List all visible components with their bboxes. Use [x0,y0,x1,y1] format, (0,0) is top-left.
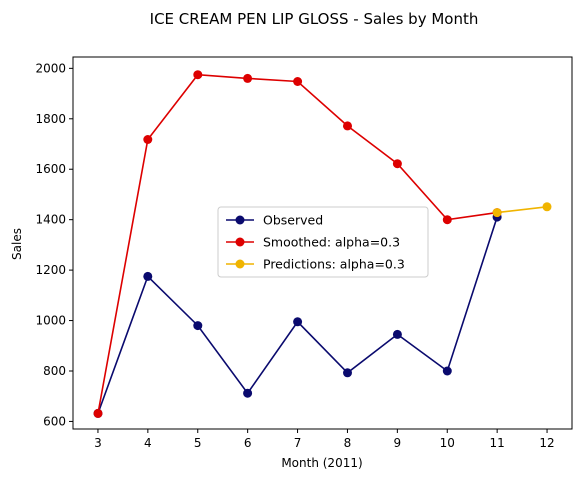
series-line-2 [497,206,548,214]
data-point [143,271,153,281]
x-tick-label: 11 [490,436,505,450]
legend-box [217,206,429,278]
x-axis-label: Month (2011) [281,456,362,470]
x-tick-label: 6 [244,436,252,450]
y-tick-label: 1800 [35,112,66,126]
x-tick-label: 4 [144,436,152,450]
data-point [392,159,402,169]
y-tick-label: 1200 [35,263,66,277]
y-tick-label: 2000 [35,61,66,75]
data-point [243,73,253,83]
data-point [193,70,203,80]
legend-marker [235,237,245,247]
y-tick-label: 800 [43,364,66,378]
legend-marker [235,215,245,225]
x-tick-label: 5 [194,436,202,450]
plot-area [93,70,552,418]
axes: 3 4 5 6 7 8 9 10 11 12 600 800 1000 1200 1400 1600 1800 2… [35,56,573,450]
data-point [343,368,352,378]
data-point [442,366,452,376]
x-tick-label: 3 [94,436,102,450]
data-point [143,135,153,144]
legend-marker [235,259,245,269]
legend: Observed Smoothed: alpha=0.3 Predictions: … [217,206,429,278]
data-point [442,215,452,225]
y-tick-label: 1000 [35,314,66,328]
x-tick-label: 9 [394,436,402,450]
data-point [193,321,203,331]
data-point [93,408,103,418]
legend-entry: Predictions: alpha=0.3 [263,257,405,272]
chart-title: ICE CREAM PEN LIP GLOSS - Sales by Month [150,10,479,28]
legend-entry: Smoothed: alpha=0.3 [263,235,400,250]
plot-frame [72,56,573,430]
data-point [542,202,552,212]
data-point [392,329,402,339]
y-axis-label: Sales [10,228,24,260]
x-tick-label: 8 [344,436,352,450]
x-tick-label: 12 [539,436,554,450]
x-tick-label: 7 [294,436,302,450]
data-point [492,208,502,218]
y-tick-label: 600 [43,414,66,428]
y-tick-label: 1600 [35,162,66,176]
y-tick-label: 1400 [35,213,66,227]
data-point [343,121,352,131]
x-tick-label: 10 [440,436,455,450]
legend-entry: Observed [263,213,323,228]
data-point [293,317,303,327]
data-point [293,77,303,86]
data-point [243,388,253,398]
